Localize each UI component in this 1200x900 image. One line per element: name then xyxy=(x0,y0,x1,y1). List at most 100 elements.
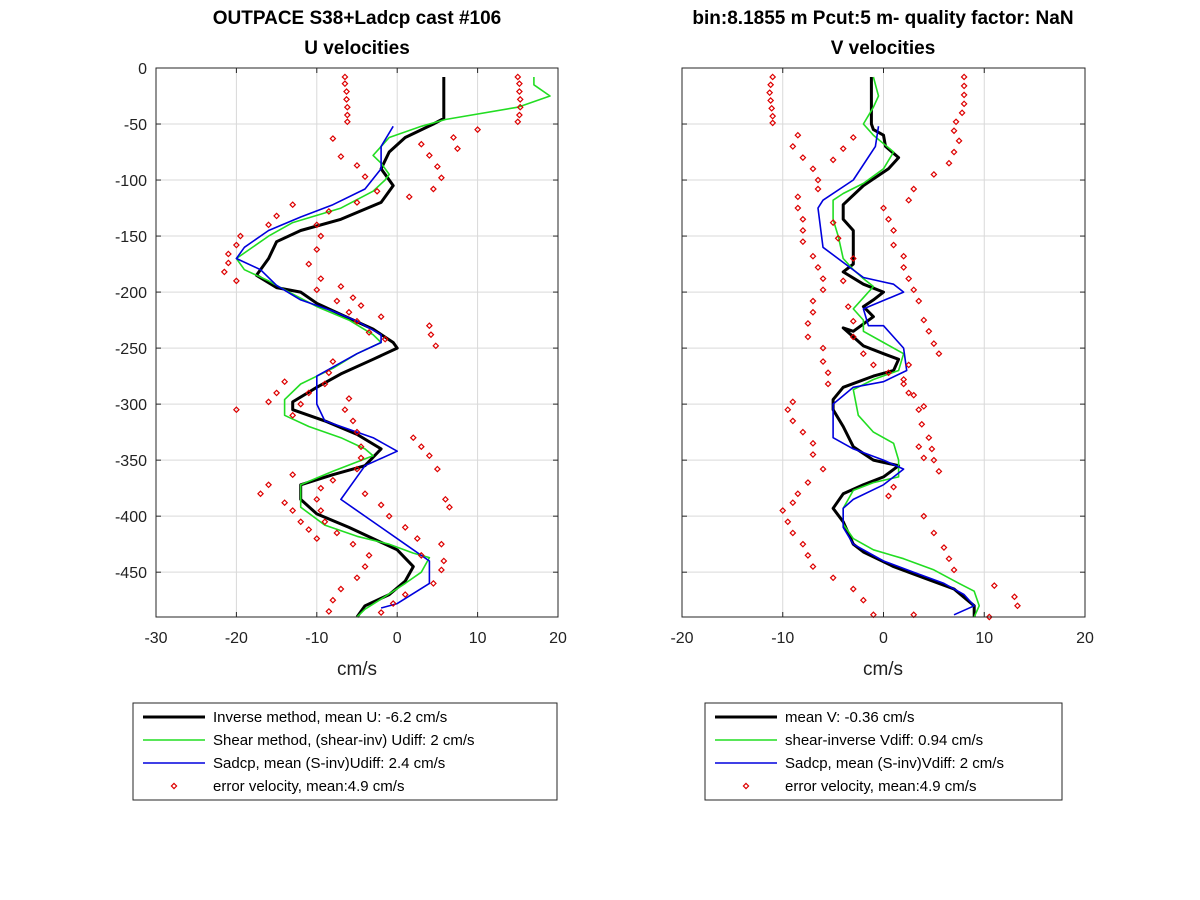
u-chart-subtitle: U velocities xyxy=(304,38,410,59)
u-error-velocity-point xyxy=(432,342,440,350)
u-error-velocity-point xyxy=(257,490,264,498)
v-series-line-0 xyxy=(831,77,976,617)
u-error-velocity-point xyxy=(429,185,437,193)
u-error-velocity-point xyxy=(516,103,524,111)
v-error-velocity-point xyxy=(869,361,877,369)
u-error-velocity-point xyxy=(281,499,289,507)
u-error-velocity-point xyxy=(224,250,232,258)
v-error-velocity-point xyxy=(958,109,966,117)
u-error-velocity-point xyxy=(377,501,385,509)
u-error-velocity-point xyxy=(325,607,333,615)
u-error-velocity-point xyxy=(349,294,357,302)
u-error-velocity-point xyxy=(313,246,321,253)
u-error-velocity-point xyxy=(289,201,297,209)
v-error-velocity-point xyxy=(925,434,933,442)
v-error-velocity-point xyxy=(809,439,817,447)
v-legend-swatch-3 xyxy=(742,782,750,790)
v-error-velocity-point xyxy=(1011,593,1018,601)
v-error-velocity-point xyxy=(920,316,928,324)
v-error-velocity-point xyxy=(849,317,857,325)
u-error-velocity-point xyxy=(353,428,361,436)
u-error-velocity-point xyxy=(333,297,341,305)
v-error-velocity-point xyxy=(804,320,812,327)
v-error-velocity-point xyxy=(829,219,837,227)
v-error-velocity-point xyxy=(809,451,817,458)
v-x-axis-label: cm/s xyxy=(863,659,903,680)
v-error-velocity-point xyxy=(794,193,802,201)
u-error-velocity-point xyxy=(377,609,385,616)
u-error-velocity-point xyxy=(433,163,441,171)
u-error-velocity-point xyxy=(329,135,337,143)
u-y-tick-label: -50 xyxy=(124,117,147,134)
v-error-velocity-point xyxy=(839,277,847,285)
u-error-velocity-point xyxy=(450,134,457,141)
v-error-velocity-point xyxy=(849,134,857,141)
u-error-velocity-point xyxy=(313,535,321,543)
u-series-layer xyxy=(220,73,551,618)
v-error-velocity-point xyxy=(794,131,802,139)
v-error-velocity-point xyxy=(1014,602,1021,610)
u-error-velocity-point xyxy=(405,193,413,201)
u-error-velocity-point xyxy=(516,95,524,103)
u-error-velocity-point xyxy=(357,454,365,462)
u-error-velocity-point xyxy=(345,308,353,316)
v-error-velocity-point xyxy=(930,340,938,348)
v-error-velocity-point xyxy=(920,512,928,520)
u-x-tick-label: 20 xyxy=(549,630,567,647)
u-error-velocity-point xyxy=(361,173,369,181)
u-error-velocity-point xyxy=(417,443,425,451)
v-error-velocity-point xyxy=(809,165,817,173)
u-error-velocity-point xyxy=(377,313,385,321)
u-error-velocity-point xyxy=(446,503,453,511)
v-error-velocity-point xyxy=(905,389,913,397)
v-error-velocity-point xyxy=(819,275,827,283)
u-error-velocity-point xyxy=(321,518,329,526)
v-error-velocity-point xyxy=(885,369,892,377)
v-error-velocity-point xyxy=(769,112,777,120)
u-error-velocity-point xyxy=(305,389,313,397)
u-error-velocity-point xyxy=(361,490,369,498)
u-error-velocity-point xyxy=(343,118,351,126)
v-error-velocity-point xyxy=(915,443,923,451)
u-error-velocity-point xyxy=(514,118,522,126)
v-error-velocity-point xyxy=(789,529,797,537)
u-error-velocity-point xyxy=(325,207,333,215)
u-error-velocity-point xyxy=(353,199,361,206)
u-y-tick-label: -300 xyxy=(115,397,147,414)
u-error-velocity-point xyxy=(365,328,373,336)
u-error-velocity-point xyxy=(515,88,523,95)
v-series-layer xyxy=(766,73,1021,621)
u-error-velocity-point xyxy=(313,221,321,229)
u-error-velocity-point xyxy=(429,579,437,587)
u-error-velocity-point xyxy=(297,518,305,526)
u-y-tick-label: -450 xyxy=(115,565,147,582)
u-error-velocity-point xyxy=(341,80,349,88)
v-error-velocity-point xyxy=(789,398,797,406)
u-y-tick-label: -200 xyxy=(115,285,147,302)
u-error-velocity-point xyxy=(349,540,357,548)
v-error-velocity-point xyxy=(824,369,832,377)
v-error-velocity-point xyxy=(779,507,787,515)
u-error-velocity-point xyxy=(265,481,273,489)
v-error-velocity-point xyxy=(905,361,913,369)
v-ticks: -20 -10 0 10 20 xyxy=(670,67,1094,647)
v-error-velocity-point xyxy=(905,275,913,283)
v-error-velocity-point xyxy=(844,303,852,311)
v-error-velocity-point xyxy=(767,97,775,104)
u-y-tick-label: -150 xyxy=(115,229,147,246)
v-error-velocity-point xyxy=(960,73,968,81)
u-error-velocity-point xyxy=(345,395,353,402)
u-error-velocity-point xyxy=(305,260,313,268)
v-error-velocity-point xyxy=(839,145,847,153)
u-error-velocity-point xyxy=(365,551,373,559)
u-error-velocity-point xyxy=(343,95,350,103)
v-error-velocity-point xyxy=(859,596,867,604)
u-error-velocity-point xyxy=(349,417,357,425)
v-series-line-1 xyxy=(832,76,981,618)
u-error-velocity-point xyxy=(427,331,435,339)
u-y-tick-label: -350 xyxy=(115,453,147,470)
u-legend-label-0: Inverse method, mean U: -6.2 cm/s xyxy=(213,709,447,726)
u-error-velocity-point xyxy=(232,406,240,414)
v-x-tick-label: 0 xyxy=(879,630,888,647)
v-error-velocity-point xyxy=(885,492,892,500)
